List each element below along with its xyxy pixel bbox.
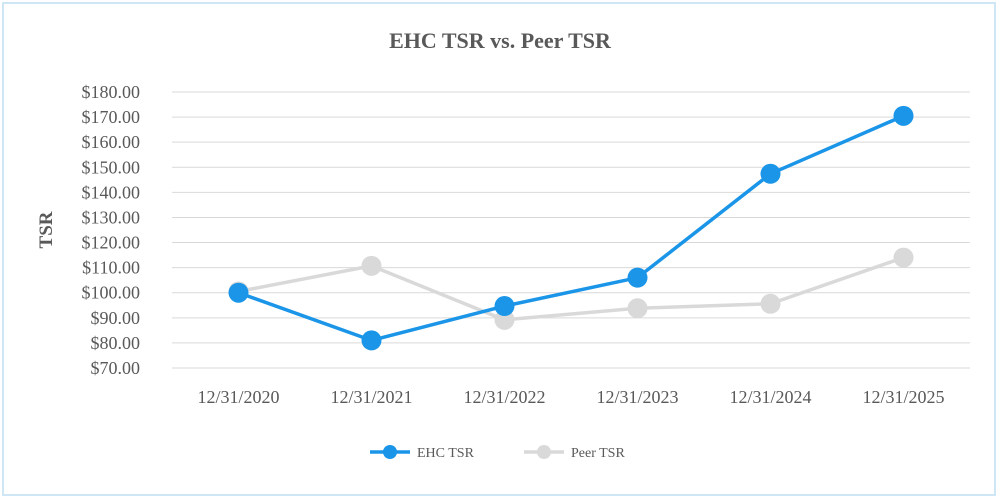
x-axis-ticks: 12/31/2020 12/31/2021 12/31/2022 12/31/2023… bbox=[197, 387, 944, 407]
y-tick-label: $180.00 bbox=[82, 82, 141, 102]
legend-label: Peer TSR bbox=[571, 446, 625, 461]
legend: EHC TSR Peer TSR bbox=[370, 445, 625, 461]
x-tick-label: 12/31/2020 bbox=[197, 387, 279, 407]
data-point[interactable] bbox=[494, 296, 515, 317]
y-tick-label: $110.00 bbox=[82, 258, 140, 278]
series-line bbox=[237, 114, 905, 343]
y-tick-label: $100.00 bbox=[82, 283, 141, 303]
y-tick-label: $170.00 bbox=[82, 107, 141, 127]
y-tick-label: $70.00 bbox=[91, 358, 141, 378]
y-tick-label: $160.00 bbox=[82, 132, 141, 152]
data-point[interactable] bbox=[893, 105, 914, 126]
data-point[interactable] bbox=[494, 309, 515, 330]
x-tick-label: 12/31/2025 bbox=[862, 387, 944, 407]
y-tick-label: $90.00 bbox=[91, 308, 141, 328]
y-axis-label: TSR bbox=[36, 211, 57, 248]
data-point[interactable] bbox=[228, 282, 249, 303]
series-lines bbox=[228, 105, 914, 351]
gridlines bbox=[172, 91, 970, 369]
legend-marker bbox=[537, 445, 551, 459]
x-tick-label: 12/31/2024 bbox=[729, 387, 811, 407]
y-axis-ticks: $180.00 $170.00 $160.00 $150.00 $140.00 $130.… bbox=[82, 82, 141, 378]
y-tick-label: $130.00 bbox=[82, 207, 141, 227]
x-tick-label: 12/31/2023 bbox=[596, 387, 678, 407]
data-point[interactable] bbox=[361, 330, 382, 351]
y-tick-label: $120.00 bbox=[82, 233, 141, 253]
y-tick-label: $80.00 bbox=[91, 333, 141, 353]
x-tick-label: 12/31/2022 bbox=[463, 387, 545, 407]
data-point[interactable] bbox=[893, 247, 914, 268]
x-tick-label: 12/31/2021 bbox=[330, 387, 412, 407]
data-point[interactable] bbox=[627, 298, 648, 319]
series-line bbox=[238, 255, 905, 322]
data-point[interactable] bbox=[760, 163, 781, 184]
legend-item: Peer TSR bbox=[524, 445, 625, 461]
legend-label: EHC TSR bbox=[417, 446, 475, 461]
y-tick-label: $140.00 bbox=[82, 182, 141, 202]
chart-title: EHC TSR vs. Peer TSR bbox=[389, 28, 612, 53]
legend-marker bbox=[383, 445, 397, 459]
data-point[interactable] bbox=[627, 267, 648, 288]
legend-item: EHC TSR bbox=[370, 445, 475, 461]
data-point[interactable] bbox=[361, 255, 382, 276]
y-tick-label: $150.00 bbox=[82, 157, 141, 177]
data-point[interactable] bbox=[760, 293, 781, 314]
series-ehc-tsr bbox=[228, 105, 914, 351]
